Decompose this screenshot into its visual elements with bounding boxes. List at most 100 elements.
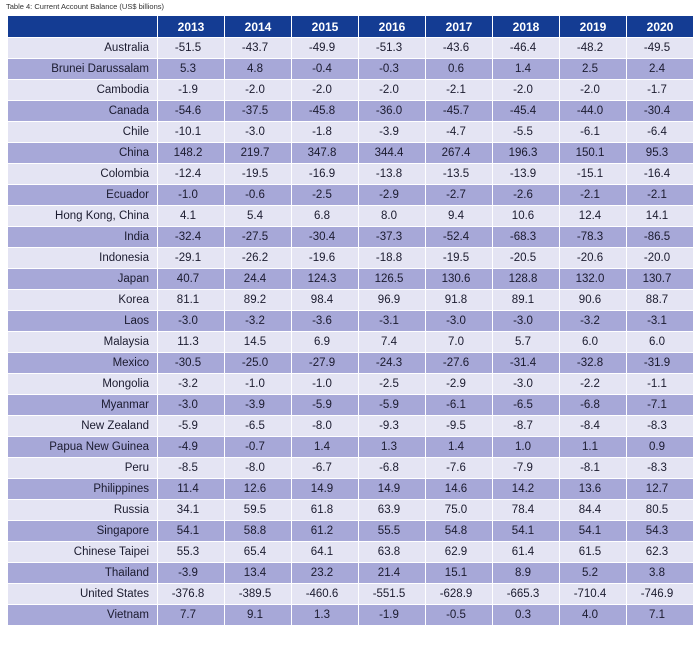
- header-cell-2015: 2015: [292, 16, 359, 38]
- value-cell: -5.9: [292, 395, 359, 416]
- value-cell: -6.1: [426, 395, 493, 416]
- value-cell: 1.4: [426, 437, 493, 458]
- value-cell: -45.8: [292, 101, 359, 122]
- value-cell: -746.9: [627, 584, 694, 605]
- value-cell: -20.6: [560, 248, 627, 269]
- value-cell: -9.5: [426, 416, 493, 437]
- economy-name-cell: Philippines: [8, 479, 158, 500]
- economy-name-cell: Mongolia: [8, 374, 158, 395]
- value-cell: -389.5: [225, 584, 292, 605]
- value-cell: -628.9: [426, 584, 493, 605]
- value-cell: -3.2: [560, 311, 627, 332]
- table-row: Canada-54.6-37.5-45.8-36.0-45.7-45.4-44.…: [8, 101, 694, 122]
- value-cell: -86.5: [627, 227, 694, 248]
- value-cell: -51.5: [158, 38, 225, 59]
- table-row: Cambodia-1.9-2.0-2.0-2.0-2.1-2.0-2.0-1.7: [8, 80, 694, 101]
- value-cell: -13.8: [359, 164, 426, 185]
- value-cell: -1.8: [292, 122, 359, 143]
- value-cell: -3.0: [493, 374, 560, 395]
- value-cell: 5.4: [225, 206, 292, 227]
- value-cell: -6.8: [560, 395, 627, 416]
- economy-name-cell: Chinese Taipei: [8, 542, 158, 563]
- economy-name-cell: China: [8, 143, 158, 164]
- value-cell: -1.0: [158, 185, 225, 206]
- table-row: China148.2219.7347.8344.4267.4196.3150.1…: [8, 143, 694, 164]
- value-cell: -6.5: [493, 395, 560, 416]
- value-cell: 63.8: [359, 542, 426, 563]
- value-cell: 1.4: [292, 437, 359, 458]
- value-cell: -8.1: [560, 458, 627, 479]
- value-cell: 95.3: [627, 143, 694, 164]
- value-cell: -3.6: [292, 311, 359, 332]
- value-cell: -13.5: [426, 164, 493, 185]
- table-row: Ecuador-1.0-0.6-2.5-2.9-2.7-2.6-2.1-2.1: [8, 185, 694, 206]
- economy-name-cell: Myanmar: [8, 395, 158, 416]
- value-cell: -710.4: [560, 584, 627, 605]
- value-cell: -32.8: [560, 353, 627, 374]
- value-cell: -49.9: [292, 38, 359, 59]
- value-cell: 196.3: [493, 143, 560, 164]
- value-cell: -26.2: [225, 248, 292, 269]
- economy-name-cell: Chile: [8, 122, 158, 143]
- value-cell: -7.6: [426, 458, 493, 479]
- value-cell: 89.1: [493, 290, 560, 311]
- value-cell: -2.9: [426, 374, 493, 395]
- value-cell: -3.0: [426, 311, 493, 332]
- value-cell: -27.5: [225, 227, 292, 248]
- table-row: Papua New Guinea-4.9-0.71.41.31.41.01.10…: [8, 437, 694, 458]
- value-cell: -460.6: [292, 584, 359, 605]
- value-cell: -1.0: [292, 374, 359, 395]
- value-cell: 14.6: [426, 479, 493, 500]
- value-cell: -3.9: [359, 122, 426, 143]
- value-cell: 14.5: [225, 332, 292, 353]
- value-cell: 90.6: [560, 290, 627, 311]
- table-row: New Zealand-5.9-6.5-8.0-9.3-9.5-8.7-8.4-…: [8, 416, 694, 437]
- value-cell: 7.7: [158, 605, 225, 626]
- economy-name-cell: Cambodia: [8, 80, 158, 101]
- value-cell: 13.4: [225, 563, 292, 584]
- value-cell: 344.4: [359, 143, 426, 164]
- value-cell: 1.3: [292, 605, 359, 626]
- table-row: Philippines11.412.614.914.914.614.213.61…: [8, 479, 694, 500]
- table-row: Colombia-12.4-19.5-16.9-13.8-13.5-13.9-1…: [8, 164, 694, 185]
- value-cell: -5.9: [158, 416, 225, 437]
- value-cell: 126.5: [359, 269, 426, 290]
- value-cell: -8.7: [493, 416, 560, 437]
- value-cell: 63.9: [359, 500, 426, 521]
- economy-name-cell: Russia: [8, 500, 158, 521]
- economy-name-cell: New Zealand: [8, 416, 158, 437]
- value-cell: -43.7: [225, 38, 292, 59]
- economy-name-cell: India: [8, 227, 158, 248]
- value-cell: 61.4: [493, 542, 560, 563]
- economy-name-cell: Korea: [8, 290, 158, 311]
- value-cell: 54.1: [493, 521, 560, 542]
- header-cell-2019: 2019: [560, 16, 627, 38]
- value-cell: 21.4: [359, 563, 426, 584]
- value-cell: 130.7: [627, 269, 694, 290]
- value-cell: -8.3: [627, 416, 694, 437]
- value-cell: -68.3: [493, 227, 560, 248]
- value-cell: -49.5: [627, 38, 694, 59]
- value-cell: -48.2: [560, 38, 627, 59]
- value-cell: 4.0: [560, 605, 627, 626]
- value-cell: -3.0: [493, 311, 560, 332]
- value-cell: 13.6: [560, 479, 627, 500]
- value-cell: -0.4: [292, 59, 359, 80]
- value-cell: -8.0: [225, 458, 292, 479]
- value-cell: 8.9: [493, 563, 560, 584]
- value-cell: 24.4: [225, 269, 292, 290]
- table-row: Japan40.724.4124.3126.5130.6128.8132.013…: [8, 269, 694, 290]
- value-cell: 3.8: [627, 563, 694, 584]
- value-cell: -3.9: [225, 395, 292, 416]
- value-cell: 96.9: [359, 290, 426, 311]
- value-cell: -52.4: [426, 227, 493, 248]
- header-cell-2013: 2013: [158, 16, 225, 38]
- value-cell: 84.4: [560, 500, 627, 521]
- value-cell: 130.6: [426, 269, 493, 290]
- value-cell: 9.4: [426, 206, 493, 227]
- value-cell: 1.1: [560, 437, 627, 458]
- value-cell: -3.2: [158, 374, 225, 395]
- header-cell-2017: 2017: [426, 16, 493, 38]
- value-cell: 81.1: [158, 290, 225, 311]
